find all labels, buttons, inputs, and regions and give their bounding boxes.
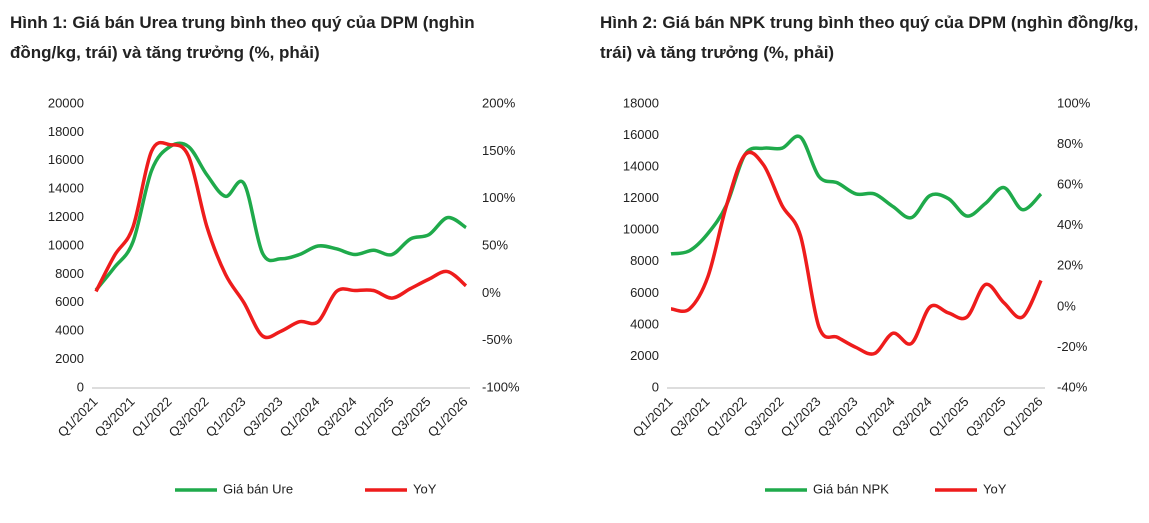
x-tick-label: Q1/2025 — [351, 394, 397, 440]
x-tick-label: Q3/2024 — [889, 394, 935, 440]
y-tick-label: 2000 — [630, 348, 659, 363]
x-tick-label: Q1/2021 — [55, 394, 101, 440]
y-tick-label: 6000 — [55, 294, 84, 309]
y-tick-label: 4000 — [55, 323, 84, 338]
y-tick-label: 18000 — [48, 124, 84, 139]
y2-tick-label: -100% — [482, 379, 520, 394]
y-tick-label: 10000 — [48, 237, 84, 252]
y-tick-label: 4000 — [630, 316, 659, 331]
y2-tick-label: -40% — [1057, 379, 1088, 394]
x-tick-label: Q3/2021 — [667, 394, 713, 440]
chart-title: Hình 1: Giá bán Urea trung bình theo quý… — [10, 13, 475, 62]
y-tick-label: 12000 — [48, 209, 84, 224]
y-tick-label: 18000 — [623, 95, 659, 110]
y-tick-label: 12000 — [623, 190, 659, 205]
legend-label: YoY — [413, 481, 437, 496]
y-tick-label: 8000 — [630, 253, 659, 268]
x-tick-label: Q1/2024 — [277, 394, 323, 440]
y2-tick-label: 40% — [1057, 217, 1083, 232]
series-line — [670, 150, 1043, 356]
y2-tick-label: -20% — [1057, 339, 1088, 354]
series-line — [94, 140, 468, 340]
y-tick-label: 8000 — [55, 266, 84, 281]
y-tick-label: 2000 — [55, 351, 84, 366]
y-tick-label: 14000 — [48, 181, 84, 196]
y2-tick-label: 20% — [1057, 258, 1083, 273]
y2-tick-label: -50% — [482, 332, 513, 347]
x-tick-label: Q1/2024 — [852, 394, 898, 440]
y-tick-label: 14000 — [623, 159, 659, 174]
y-tick-label: 20000 — [48, 95, 84, 110]
y-tick-label: 0 — [652, 379, 659, 394]
x-tick-label: Q1/2022 — [129, 394, 175, 440]
y2-tick-label: 80% — [1057, 136, 1083, 151]
legend-label: Giá bán NPK — [813, 481, 889, 496]
x-tick-label: Q3/2023 — [240, 394, 286, 440]
x-tick-label: Q1/2021 — [630, 394, 676, 440]
y2-tick-label: 60% — [1057, 177, 1083, 192]
legend-label: Giá bán Ure — [223, 481, 293, 496]
y-tick-label: 0 — [77, 379, 84, 394]
chart-title: Hình 2: Giá bán NPK trung bình theo quý … — [600, 13, 1139, 62]
x-tick-label: Q3/2025 — [963, 394, 1009, 440]
x-tick-label: Q1/2023 — [778, 394, 824, 440]
y2-tick-label: 0% — [1057, 298, 1076, 313]
x-tick-label: Q3/2022 — [166, 394, 212, 440]
x-tick-label: Q3/2021 — [92, 394, 138, 440]
x-tick-label: Q1/2026 — [425, 394, 471, 440]
y2-tick-label: 200% — [482, 95, 516, 110]
y2-tick-label: 150% — [482, 143, 516, 158]
y-tick-label: 6000 — [630, 285, 659, 300]
x-tick-label: Q3/2023 — [815, 394, 861, 440]
y-tick-label: 16000 — [623, 127, 659, 142]
x-tick-label: Q1/2026 — [1000, 394, 1046, 440]
x-tick-label: Q3/2022 — [741, 394, 787, 440]
y-tick-label: 10000 — [623, 222, 659, 237]
y-tick-label: 16000 — [48, 152, 84, 167]
chart: 0 2000 4000 6000 8000 10000 12000 14000 16000 180… — [48, 95, 520, 496]
x-tick-label: Q1/2023 — [203, 394, 249, 440]
y2-tick-label: 0% — [482, 285, 501, 300]
x-tick-label: Q3/2024 — [314, 394, 360, 440]
y2-tick-label: 100% — [482, 190, 516, 205]
x-tick-label: Q1/2025 — [926, 394, 972, 440]
x-tick-label: Q1/2022 — [704, 394, 750, 440]
x-tick-label: Q3/2025 — [388, 394, 434, 440]
series-line — [670, 134, 1043, 256]
series-line — [94, 141, 467, 292]
y2-tick-label: 50% — [482, 237, 508, 252]
chart: 0 2000 4000 6000 8000 10000 12000 14000 16000 180… — [623, 95, 1091, 496]
y2-tick-label: 100% — [1057, 95, 1091, 110]
legend-label: YoY — [983, 481, 1007, 496]
